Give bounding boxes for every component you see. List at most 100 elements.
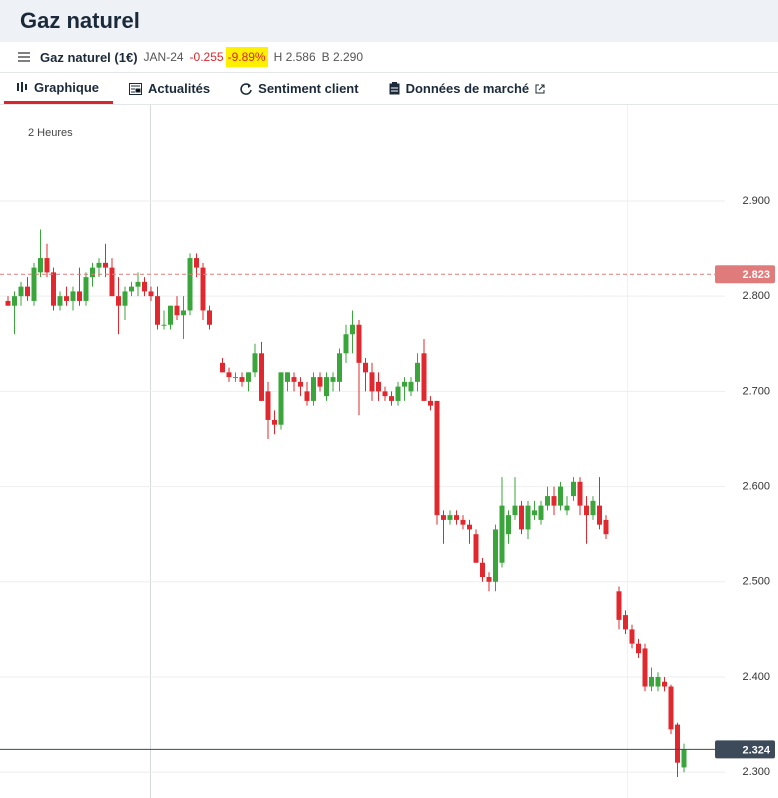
candle-body xyxy=(382,391,388,397)
candle-body xyxy=(38,258,43,273)
candle-body xyxy=(512,505,518,516)
candle-body xyxy=(473,534,479,563)
candle-body xyxy=(70,291,76,301)
candle-body xyxy=(259,353,264,401)
candle-body xyxy=(278,372,284,425)
tab-label: Sentiment client xyxy=(258,81,359,96)
candle-body xyxy=(44,258,50,273)
candle-body xyxy=(31,267,37,301)
candle-body xyxy=(265,391,271,420)
change: -0.255 xyxy=(189,50,224,64)
candle-body xyxy=(298,381,303,387)
candle-body xyxy=(51,272,56,306)
candle-body xyxy=(584,505,589,516)
candle-body xyxy=(395,386,401,401)
candle-body xyxy=(467,524,472,530)
y-tick-label: 2.500 xyxy=(742,576,770,588)
y-tick-label: 2.700 xyxy=(742,385,770,397)
change-pct: -9.89% xyxy=(225,47,268,67)
candle-body xyxy=(161,324,167,326)
candle-body xyxy=(668,686,674,730)
candle-body xyxy=(103,262,108,268)
candle-body xyxy=(441,515,446,520)
candle-body xyxy=(155,296,160,325)
candle-body xyxy=(337,353,342,382)
tab[interactable]: Données de marché xyxy=(377,73,566,104)
candle-body xyxy=(291,377,297,382)
candle-body xyxy=(681,749,687,768)
candle-body xyxy=(389,396,394,401)
candle-body xyxy=(577,481,583,506)
candle-body xyxy=(499,505,505,563)
y-tick-label: 2.600 xyxy=(742,480,770,492)
high: H 2.586 xyxy=(273,50,316,64)
tab-label: Graphique xyxy=(34,79,100,95)
tabs: Graphique Actualités Sentiment client Do… xyxy=(0,73,778,105)
candle-body xyxy=(311,377,316,401)
candle-body xyxy=(571,481,576,497)
menu-icon[interactable] xyxy=(18,52,30,62)
candle-body xyxy=(376,381,381,392)
candle-body xyxy=(90,267,95,278)
candle-body xyxy=(5,300,11,306)
candle-body xyxy=(590,500,596,516)
chart: 2 Heures 2.300 2.400 2.500 2.600 2.700 2.800 2… xyxy=(0,105,775,798)
timeframe: 2 Heures xyxy=(28,127,73,139)
candle-body xyxy=(649,676,654,687)
candle-body xyxy=(12,296,17,306)
instrument-bar: Gaz naturel (1€) JAN-24 -0.255 -9.89% H … xyxy=(0,42,778,73)
candle-body xyxy=(246,372,251,382)
candle-body xyxy=(447,515,453,520)
candle-body xyxy=(551,496,557,506)
candle-body xyxy=(408,381,414,392)
price-label: 2.823 xyxy=(742,269,770,281)
candle-body xyxy=(629,629,635,644)
candle-body xyxy=(350,324,355,335)
candle-body xyxy=(421,353,427,401)
candle-body xyxy=(538,505,544,520)
candle-body xyxy=(272,419,277,425)
candle-body xyxy=(343,334,349,354)
candle-body xyxy=(324,377,329,397)
candle-body xyxy=(57,296,63,306)
candle-body xyxy=(25,286,30,297)
candle-body xyxy=(135,281,141,287)
candle-body xyxy=(168,305,173,325)
candle-body xyxy=(239,377,245,382)
candle-body xyxy=(317,377,323,387)
candle-body xyxy=(603,519,609,535)
candle-body xyxy=(207,310,212,325)
candle-body xyxy=(616,591,622,620)
candle-body xyxy=(233,377,238,379)
candle-body xyxy=(558,486,563,506)
candle-body xyxy=(18,286,24,297)
candle-body xyxy=(96,262,102,268)
candle-body xyxy=(252,353,258,373)
candle-body xyxy=(402,381,407,387)
candle-body xyxy=(506,515,511,535)
y-tick-label: 2.900 xyxy=(742,195,770,207)
candle-body xyxy=(493,529,498,582)
candle-body xyxy=(116,296,121,306)
price-label-box xyxy=(715,265,775,284)
header: Gaz naturel xyxy=(0,0,778,42)
low: B 2.290 xyxy=(321,50,364,64)
page-title: Gaz naturel xyxy=(20,8,140,33)
candle-body xyxy=(480,562,485,578)
candle-body xyxy=(64,296,69,301)
y-tick-label: 2.300 xyxy=(742,766,770,778)
candle-body xyxy=(330,377,336,382)
candle-body xyxy=(636,643,641,654)
candle-body xyxy=(454,515,459,520)
candle-body xyxy=(623,615,628,630)
tab[interactable]: Graphique xyxy=(4,73,114,104)
candle-body xyxy=(200,267,206,311)
candle-body xyxy=(122,291,128,306)
candle-body xyxy=(428,400,433,406)
candle-body xyxy=(519,505,524,530)
tab[interactable]: Actualités xyxy=(117,73,224,104)
candle-body xyxy=(109,267,115,297)
tab[interactable]: Sentiment client xyxy=(228,73,372,104)
instrument-name: Gaz naturel (1€) xyxy=(40,49,138,65)
